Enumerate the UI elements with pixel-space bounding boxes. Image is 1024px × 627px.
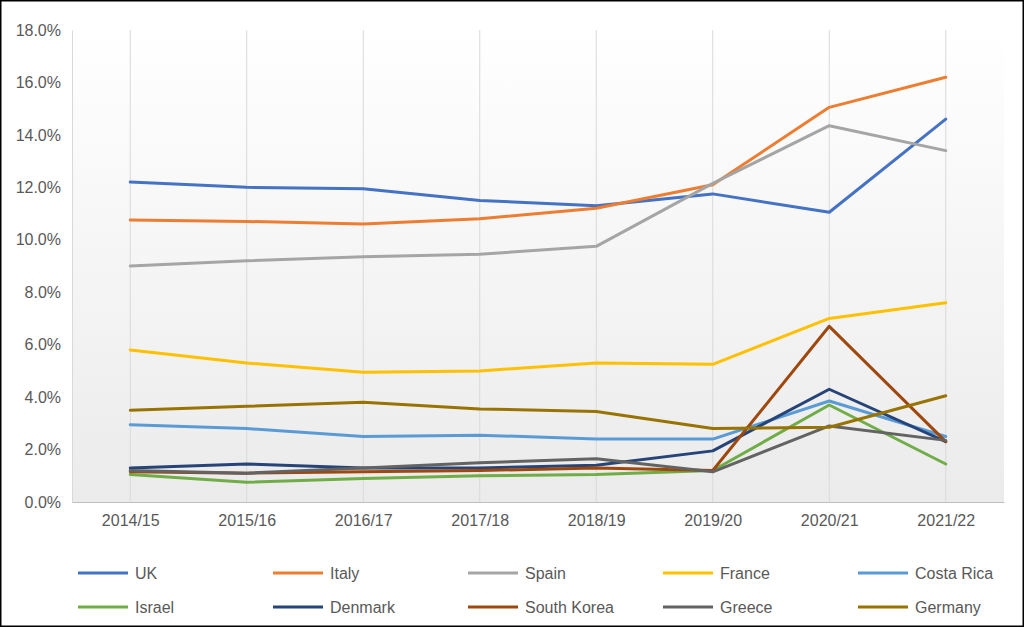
legend-item: Denmark	[273, 599, 396, 616]
y-tick: 10.0%	[16, 231, 72, 248]
grid-line	[596, 30, 597, 502]
series-line	[130, 119, 946, 212]
y-tick-label: 8.0%	[25, 284, 61, 301]
legend-swatch	[663, 606, 713, 609]
y-tick-label: 14.0%	[16, 127, 61, 144]
y-axis: 0.0% 2.0% 4.0% 6.0% 8.0% 10.0% 12.0% 14.0% 16.0%…	[16, 22, 73, 511]
series-line	[130, 396, 946, 429]
legend-swatch	[468, 606, 518, 609]
legend-item: Costa Rica	[858, 565, 993, 582]
grid-line	[363, 30, 364, 502]
legend-swatch	[858, 606, 908, 609]
legend-label: Israel	[135, 599, 174, 616]
legend-label: France	[720, 565, 770, 582]
x-tick: 2014/15	[102, 502, 160, 529]
legend-item: Spain	[468, 565, 566, 582]
y-axis-line	[72, 31, 73, 503]
legend-label: Denmark	[330, 599, 396, 616]
legend-item: Italy	[273, 565, 359, 582]
y-tick: 4.0%	[25, 389, 72, 406]
legend-item: Germany	[858, 599, 981, 616]
legend-label: Italy	[330, 565, 359, 582]
legend-item: Greece	[663, 599, 773, 616]
series-line	[130, 326, 946, 473]
legend-label: Spain	[525, 565, 566, 582]
x-tick-label: 2018/19	[568, 512, 626, 529]
legend-swatch	[468, 572, 518, 575]
legend-swatch	[78, 572, 128, 575]
series-line	[130, 426, 946, 473]
y-tick: 0.0%	[25, 494, 72, 511]
chart: 0.0% 2.0% 4.0% 6.0% 8.0% 10.0% 12.0% 14.0% 16.0%…	[0, 0, 1024, 627]
series-line	[130, 405, 946, 482]
chart-frame	[1, 1, 1024, 627]
legend-item: South Korea	[468, 599, 614, 616]
y-tick-label: 16.0%	[16, 74, 61, 91]
series-line	[130, 126, 946, 266]
grid-line	[829, 30, 830, 502]
legend-label: Greece	[720, 599, 773, 616]
x-tick-label: 2021/22	[917, 512, 975, 529]
y-tick: 8.0%	[25, 284, 72, 301]
x-tick-label: 2016/17	[335, 512, 393, 529]
legend-swatch	[78, 606, 128, 609]
y-tick-label: 2.0%	[25, 441, 61, 458]
legend-item: Israel	[78, 599, 174, 616]
y-tick: 6.0%	[25, 336, 72, 353]
x-axis: 2014/15 2015/16 2016/17 2017/18 2018/19 2019/…	[73, 502, 1005, 529]
legend-label: Germany	[915, 599, 981, 616]
y-tick-label: 12.0%	[16, 179, 61, 196]
legend-item: UK	[78, 565, 158, 582]
x-tick-label: 2017/18	[451, 512, 509, 529]
y-tick: 16.0%	[16, 74, 72, 91]
legend-swatch	[273, 606, 323, 609]
grid-line	[945, 30, 946, 502]
series-line	[130, 77, 946, 224]
legend-swatch	[273, 572, 323, 575]
y-tick: 18.0%	[16, 22, 72, 39]
legend-swatch	[663, 572, 713, 575]
x-tick: 2020/21	[801, 502, 859, 529]
series-line	[130, 389, 946, 468]
grid	[130, 30, 946, 502]
lines	[130, 77, 946, 482]
x-axis-line	[73, 502, 1005, 503]
y-tick: 2.0%	[25, 441, 72, 458]
plot-area	[72, 30, 1004, 502]
x-tick: 2017/18	[451, 502, 509, 529]
grid-line	[246, 30, 247, 502]
legend-item: France	[663, 565, 770, 582]
y-tick-label: 18.0%	[16, 22, 61, 39]
legend-label: South Korea	[525, 599, 614, 616]
y-tick: 12.0%	[16, 179, 72, 196]
x-tick-label: 2015/16	[218, 512, 276, 529]
x-tick: 2021/22	[917, 502, 975, 529]
legend-label: UK	[135, 565, 158, 582]
x-tick-label: 2014/15	[102, 512, 160, 529]
y-tick-label: 6.0%	[25, 336, 61, 353]
legend-swatch	[858, 572, 908, 575]
legend: UK Italy Spain France Costa Rica Israel Denmar…	[78, 565, 993, 616]
x-tick-label: 2020/21	[801, 512, 859, 529]
grid-line	[712, 30, 713, 502]
grid-line	[479, 30, 480, 502]
x-tick: 2016/17	[335, 502, 393, 529]
legend-label: Costa Rica	[915, 565, 993, 582]
x-tick: 2019/20	[684, 502, 742, 529]
series-line	[130, 303, 946, 372]
x-tick: 2018/19	[568, 502, 626, 529]
y-tick-label: 4.0%	[25, 389, 61, 406]
x-tick-label: 2019/20	[684, 512, 742, 529]
y-tick: 14.0%	[16, 127, 72, 144]
y-tick-label: 10.0%	[16, 231, 61, 248]
x-tick: 2015/16	[218, 502, 276, 529]
y-tick-label: 0.0%	[25, 494, 61, 511]
